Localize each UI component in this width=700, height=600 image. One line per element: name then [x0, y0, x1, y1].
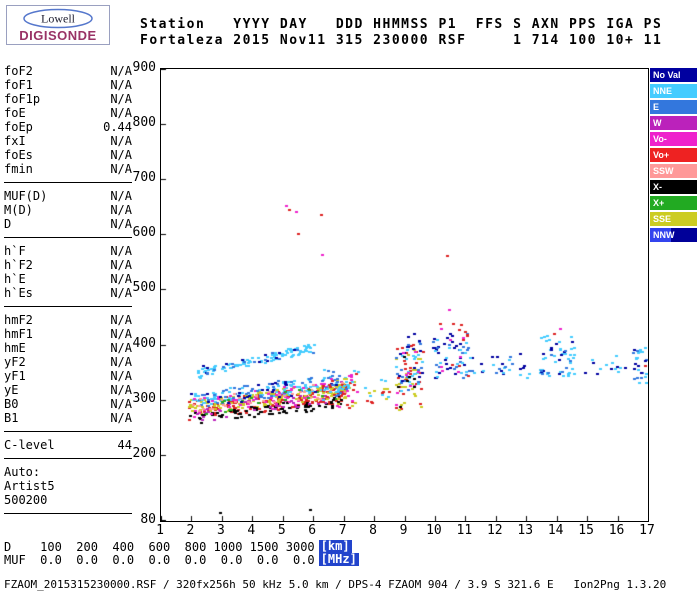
legend-item-x-: X- — [650, 180, 697, 194]
mhz-unit-badge: [MHz] — [318, 552, 359, 566]
x-tick-label: 1 — [156, 523, 164, 538]
header-column-titles: Station YYYY DAY DDD HHMMSS P1 FFS S AXN… — [140, 17, 663, 32]
x-tick-label: 16 — [608, 523, 625, 538]
param-row-hme: hmE N/A — [4, 341, 132, 355]
param-row-fmin: fmin N/A — [4, 162, 132, 176]
ionogram-plot — [160, 68, 649, 522]
x-tick-label: 9 — [399, 523, 408, 538]
legend-item-nne: NNE — [650, 84, 697, 98]
panel-divider — [4, 458, 132, 459]
x-tick-label: 7 — [338, 523, 347, 538]
file-info-footer: FZAOM_2015315230000.RSF / 320fx256h 50 k… — [4, 578, 667, 591]
x-tick-label: 5 — [277, 523, 286, 538]
legend-item-vo+: Vo+ — [650, 148, 697, 162]
param-row-hes: h`Es N/A — [4, 286, 132, 300]
panel-divider — [4, 513, 132, 514]
param-row-md: M(D) N/A — [4, 203, 132, 217]
x-tick-label: 4 — [247, 523, 256, 538]
legend-item-vo-: Vo- — [650, 132, 697, 146]
x-tick-label: 3 — [216, 523, 225, 538]
lowell-oval-icon: Lowell — [23, 8, 93, 29]
y-tick-label: 600 — [132, 225, 156, 241]
param-row-fof2: foF2 N/A — [4, 64, 132, 78]
logo-name-text: Lowell — [41, 12, 76, 26]
x-tick-label: 10 — [426, 523, 442, 538]
muf-values: MUF 0.0 0.0 0.0 0.0 0.0 0.0 0.0 0.0 — [4, 552, 315, 567]
digisonde-brand-text: DIGISONDE — [19, 28, 97, 43]
legend-item-ssw: SSW — [650, 164, 697, 178]
y-tick-label: 700 — [132, 170, 156, 186]
param-row-mufd: MUF(D) N/A — [4, 189, 132, 203]
km-unit-badge: [km] — [318, 539, 352, 553]
x-tick-label: 12 — [486, 523, 503, 538]
x-tick-label: 11 — [456, 523, 473, 538]
param-row-hf: h`F N/A — [4, 244, 132, 258]
y-tick-label: 900 — [132, 60, 156, 75]
param-row-fof1: foF1 N/A — [4, 78, 132, 92]
x-tick-label: 17 — [639, 523, 655, 538]
param-row-b1: B1 N/A — [4, 411, 132, 425]
param-row-500200: 500200 — [4, 493, 48, 507]
parameter-panel: foF2 N/A foF1 N/A foF1p N/A foE N/A foEp 0.44 fxI N… — [4, 64, 132, 520]
y-tick-label: 400 — [132, 335, 156, 351]
param-row-artist5: Artist5 — [4, 479, 55, 493]
param-row-foes: foEs N/A — [4, 148, 132, 162]
panel-divider — [4, 237, 132, 238]
param-row-auto: Auto: — [4, 465, 41, 479]
panel-divider — [4, 306, 132, 307]
param-row-foe: foE N/A — [4, 106, 132, 120]
legend-item-nnw: NNW — [650, 228, 697, 242]
x-tick-label: 6 — [308, 523, 317, 538]
x-tick-label: 15 — [578, 523, 594, 538]
panel-divider — [4, 431, 132, 432]
param-row-hmf2: hmF2 N/A — [4, 313, 132, 327]
y-tick-label: 800 — [132, 115, 156, 131]
lowell-logo: Lowell DIGISONDE — [6, 5, 110, 45]
muf-table-row: MUF 0.0 0.0 0.0 0.0 0.0 0.0 0.0 0.0 [MHz… — [4, 552, 359, 567]
param-row-foep: foEp 0.44 — [4, 120, 132, 134]
x-tick-label: 14 — [547, 523, 564, 538]
x-tick-label: 13 — [517, 523, 534, 538]
param-row-ye: yE N/A — [4, 383, 132, 397]
x-tick-label: 8 — [369, 523, 377, 538]
legend-item-w: W — [650, 116, 697, 130]
panel-divider — [4, 182, 132, 183]
param-row-hf2: h`F2 N/A — [4, 258, 132, 272]
param-row-clevel: C-level 44 — [4, 438, 132, 452]
param-row-fof1p: foF1p N/A — [4, 92, 132, 106]
legend-item-no-val: No Val — [650, 68, 697, 82]
y-tick-label: 300 — [132, 390, 156, 406]
param-row-b0: B0 N/A — [4, 397, 132, 411]
y-tick-label: 200 — [132, 445, 156, 461]
y-tick-label: 80 — [140, 512, 156, 527]
param-row-hmf1: hmF1 N/A — [4, 327, 132, 341]
param-row-yf1: yF1 N/A — [4, 369, 132, 383]
param-row-he: h`E N/A — [4, 272, 132, 286]
legend-item-x+: X+ — [650, 196, 697, 210]
y-tick-label: 500 — [132, 280, 156, 296]
param-row-yf2: yF2 N/A — [4, 355, 132, 369]
header-station-values: Fortaleza 2015 Nov11 315 230000 RSF 1 71… — [140, 33, 663, 48]
distance-table-row: D 100 200 400 600 800 1000 1500 3000 [km… — [4, 539, 352, 554]
legend-item-sse: SSE — [650, 212, 697, 226]
legend-item-e: E — [650, 100, 697, 114]
x-tick-label: 2 — [186, 523, 195, 538]
drift-direction-legend: No Val NNE E W Vo- Vo+ SSW X- X+ SSE NNW — [650, 68, 697, 244]
param-row-d: D N/A — [4, 217, 132, 231]
distance-values: D 100 200 400 600 800 1000 1500 3000 — [4, 539, 315, 554]
param-row-fxi: fxI N/A — [4, 134, 132, 148]
